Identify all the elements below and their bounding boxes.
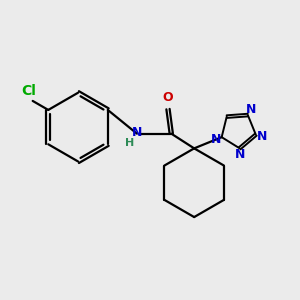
Text: N: N <box>210 133 221 146</box>
Text: Cl: Cl <box>21 84 36 98</box>
Text: N: N <box>257 130 267 143</box>
Text: H: H <box>125 138 134 148</box>
Text: N: N <box>132 125 142 139</box>
Text: N: N <box>235 148 245 161</box>
Text: N: N <box>246 103 256 116</box>
Text: O: O <box>163 91 173 104</box>
